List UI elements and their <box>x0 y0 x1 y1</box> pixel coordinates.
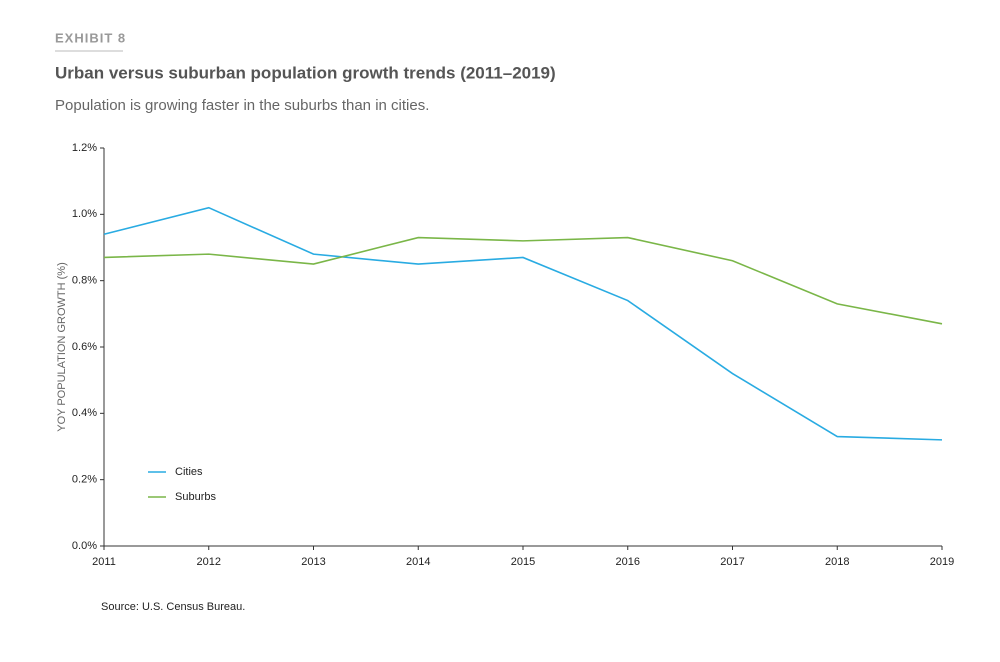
y-tick-label: 1.0% <box>72 208 97 220</box>
legend-label: Cities <box>175 466 203 478</box>
y-tick-label: 0.6% <box>72 341 97 353</box>
y-axis-label: YOY POPULATION GROWTH (%) <box>56 262 68 432</box>
x-tick-label: 2011 <box>92 556 116 568</box>
x-tick-label: 2013 <box>301 556 325 568</box>
x-tick-label: 2018 <box>825 556 849 568</box>
exhibit-label: EXHIBIT 8 <box>55 30 126 45</box>
data-line <box>103 206 943 441</box>
x-tick-label: 2015 <box>511 556 535 568</box>
y-tick-label: 0.8% <box>72 275 97 287</box>
chart-title: Urban versus suburban population growth … <box>55 63 556 82</box>
x-tick-label: 2014 <box>406 556 430 568</box>
x-tick-label: 2017 <box>720 556 744 568</box>
y-tick-label: 0.0% <box>72 540 97 552</box>
source-note: Source: U.S. Census Bureau. <box>101 601 245 613</box>
y-tick-label: 1.2% <box>72 142 97 154</box>
x-tick-label: 2016 <box>616 556 640 568</box>
y-tick-label: 0.2% <box>72 474 97 486</box>
x-tick-label: 2019 <box>930 556 954 568</box>
chart-subtitle: Population is growing faster in the subu… <box>55 97 429 114</box>
x-tick-label: 2012 <box>197 556 221 568</box>
legend-label: Suburbs <box>175 491 216 503</box>
y-tick-label: 0.4% <box>72 407 97 419</box>
data-line <box>103 236 943 325</box>
